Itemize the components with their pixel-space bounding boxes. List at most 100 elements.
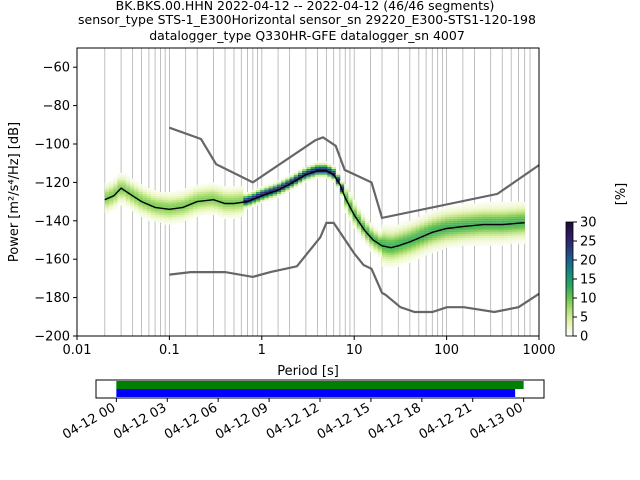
heatmap-cell (516, 224, 521, 227)
heatmap-cell (507, 218, 513, 221)
heatmap-cell (440, 209, 446, 212)
heatmap-cell (281, 190, 286, 192)
heatmap-cell (188, 195, 194, 198)
heatmap-cell (461, 228, 467, 231)
heatmap-cell (428, 238, 433, 240)
heatmap-cell (352, 207, 358, 210)
heatmap-cell (323, 170, 328, 173)
heatmap-cell (369, 236, 374, 239)
heatmap-cell (390, 253, 395, 256)
heatmap-cell (436, 224, 442, 227)
heatmap-cell (146, 205, 152, 208)
colorbar-tick-label: 25 (580, 235, 597, 250)
heatmap-cell (109, 197, 114, 200)
heatmap-cell (386, 240, 391, 242)
heatmap-cell (440, 236, 446, 239)
heatmap-cell (436, 238, 442, 240)
heatmap-cell (251, 190, 257, 192)
heatmap-cell (226, 216, 232, 219)
heatmap-cell (407, 259, 412, 262)
heatmap-cell (302, 172, 307, 175)
low-noise-model-line (169, 221, 540, 314)
heatmap-cell (281, 178, 286, 181)
heatmap-cell (470, 236, 475, 239)
heatmap-cell (415, 241, 421, 244)
heatmap-cell (255, 197, 261, 200)
heatmap-cell (188, 207, 194, 210)
heatmap-cell (478, 241, 483, 244)
heatmap-cell (457, 222, 463, 225)
heatmap-cell (339, 195, 345, 198)
heatmap-cell (344, 195, 349, 198)
heatmap-cell (331, 178, 337, 181)
heatmap-cell (428, 222, 433, 225)
heatmap-cell (436, 232, 442, 235)
heatmap-cell (486, 236, 492, 239)
heatmap-cell (163, 215, 169, 217)
heatmap-cell (230, 205, 236, 208)
heatmap-cell (390, 241, 395, 244)
heatmap-cell (302, 178, 307, 181)
heatmap-cell (474, 228, 479, 231)
heatmap-cell (360, 230, 366, 233)
heatmap-cell (243, 195, 248, 198)
heatmap-cell (444, 236, 450, 239)
heatmap-cell (360, 215, 366, 217)
heatmap-cell (478, 236, 483, 239)
heatmap-cell (146, 195, 152, 198)
heatmap-cell (491, 205, 496, 208)
heatmap-cell (192, 215, 198, 217)
heatmap-cell (478, 220, 483, 223)
heatmap-cell (453, 232, 458, 235)
heatmap-cell (130, 207, 135, 210)
heatmap-cell (134, 190, 139, 192)
heatmap-cell (109, 182, 114, 185)
heatmap-cell (444, 240, 450, 242)
heatmap-cell (327, 176, 332, 179)
heatmap-cell (461, 240, 467, 242)
heatmap-cell (239, 205, 244, 208)
heatmap-cell (520, 211, 525, 214)
heatmap-cell (520, 207, 525, 210)
heatmap-cell (499, 216, 504, 219)
heatmap-cell (377, 247, 383, 250)
heatmap-cell (197, 190, 202, 192)
heatmap-cell (423, 241, 429, 244)
heatmap-cell (499, 220, 504, 223)
heatmap-cell (436, 209, 442, 212)
heatmap-cell (339, 182, 345, 185)
heatmap-cell (398, 257, 404, 260)
heatmap-cell (394, 243, 400, 246)
heatmap-cell (516, 207, 521, 210)
heatmap-cell (432, 238, 437, 240)
heatmap-cell (512, 232, 517, 235)
heatmap-cell (428, 236, 433, 239)
heatmap-cell (260, 197, 265, 200)
heatmap-cell (419, 218, 425, 221)
heatmap-cell (436, 222, 442, 225)
heatmap-cell (318, 168, 324, 171)
heatmap-cell (163, 209, 169, 212)
heatmap-cell (255, 203, 261, 206)
heatmap-cell (104, 188, 110, 191)
heatmap-cell (377, 255, 383, 258)
heatmap-cell (113, 207, 118, 210)
heatmap-cell (495, 205, 500, 208)
heatmap-cell (222, 205, 227, 208)
heatmap-cell (461, 203, 467, 206)
heatmap-cell (314, 170, 320, 173)
heatmap-cell (293, 176, 299, 179)
heatmap-cell (348, 215, 353, 217)
heatmap-cell (499, 226, 504, 229)
heatmap-cell (130, 197, 135, 200)
heatmap-cell (230, 195, 236, 198)
heatmap-cell (176, 205, 181, 208)
heatmap-cell (503, 209, 509, 212)
y-tick-label: −200 (34, 330, 70, 345)
heatmap-cell (402, 222, 408, 225)
heatmap-cell (318, 161, 324, 164)
heatmap-cell (218, 193, 223, 196)
heatmap-cell (428, 249, 433, 252)
heatmap-cell (495, 226, 500, 229)
heatmap-cell (491, 243, 496, 246)
